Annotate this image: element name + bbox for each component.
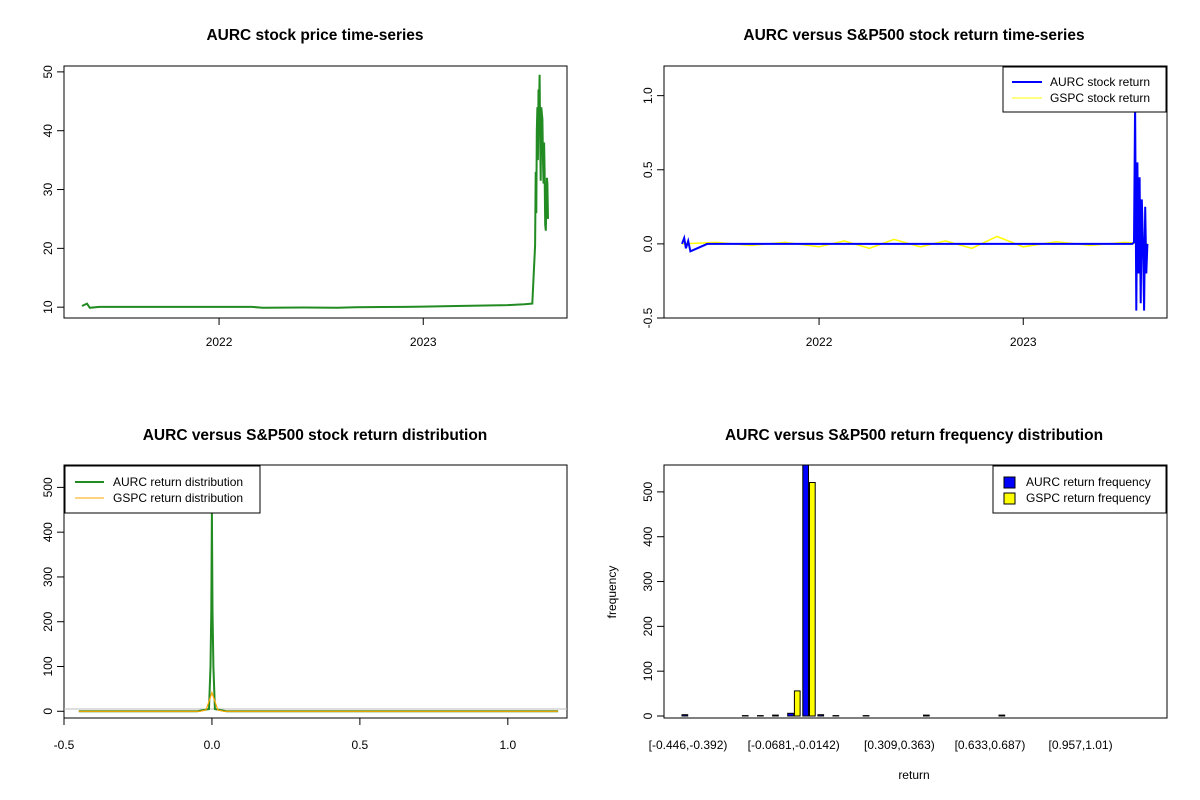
x-axis-label: return — [898, 768, 929, 782]
y-tick-label: -0.5 — [641, 307, 655, 328]
aurc-frequency-bar — [802, 464, 809, 717]
y-tick-label: 500 — [41, 477, 55, 497]
y-axis-label: frequency — [605, 566, 619, 619]
legend-label: AURC return frequency — [1026, 475, 1151, 489]
y-axis: 10 20 30 40 50 — [41, 65, 64, 314]
y-tick-label: 20 — [41, 241, 55, 255]
bar-marks — [681, 464, 1006, 717]
price-marks — [81, 74, 549, 309]
y-tick-label: 30 — [41, 183, 55, 197]
return-timeseries-chart: AURC versus S&P500 stock return time-ser… — [641, 27, 1168, 349]
y-tick-label: 100 — [41, 656, 55, 676]
x-tick-label: [-0.446,-0.392) — [649, 738, 728, 752]
return-distribution-chart: AURC versus S&P500 stock return distribu… — [41, 427, 568, 752]
plot-frame — [663, 65, 1168, 319]
aurc-frequency-bar — [998, 714, 1006, 717]
legend-box — [1002, 66, 1167, 113]
x-tick-label: 2023 — [1010, 335, 1037, 349]
gspc-frequency-bar — [793, 690, 801, 717]
x-tick-label: 2022 — [206, 335, 233, 349]
gspc-frequency-bar — [809, 482, 816, 717]
y-tick-label: 1.0 — [641, 87, 655, 104]
legend-label: AURC return distribution — [113, 475, 243, 489]
y-tick-label: 0 — [41, 708, 55, 715]
y-tick-label: 200 — [41, 611, 55, 631]
y-tick-label: 400 — [641, 526, 655, 546]
return-marks — [681, 103, 1149, 311]
legend-label: GSPC return frequency — [1026, 491, 1151, 505]
x-tick-label: 0.0 — [204, 738, 221, 752]
gspc-return-line — [681, 235, 1148, 250]
y-tick-label: 0.0 — [641, 235, 655, 252]
legend-box — [992, 465, 1167, 514]
y-tick-label: 200 — [641, 616, 655, 636]
y-tick-label: 300 — [41, 567, 55, 587]
legend-label: GSPC return distribution — [113, 491, 243, 505]
x-axis: 2022 2023 — [806, 318, 1037, 349]
chart-title: AURC versus S&P500 stock return time-ser… — [743, 27, 1084, 44]
y-tick-label: 0.5 — [641, 161, 655, 178]
x-tick-label: 2023 — [410, 335, 437, 349]
y-tick-label: 50 — [41, 65, 55, 79]
legend-box — [64, 465, 261, 514]
aurc-frequency-bar — [681, 714, 689, 717]
x-tick-label: [0.309,0.363) — [864, 738, 935, 752]
legend: AURC return distribution GSPC return dis… — [64, 465, 261, 514]
x-tick-label: [0.633,0.687) — [955, 738, 1026, 752]
x-tick-label: [-0.0681,-0.0142) — [748, 738, 840, 752]
density-marks — [78, 511, 559, 713]
return-frequency-chart: AURC versus S&P500 return frequency dist… — [605, 427, 1168, 782]
legend-label: GSPC stock return — [1050, 91, 1150, 105]
aurc-density-line — [78, 511, 559, 713]
x-axis: 2022 2023 — [206, 318, 437, 349]
y-tick-label: 300 — [641, 571, 655, 591]
price-chart: AURC stock price time-series 1020304050 … — [41, 27, 568, 349]
aurc-frequency-bar — [817, 714, 825, 717]
legend: AURC stock return GSPC stock return — [1002, 66, 1167, 113]
y-tick-label: 10 — [41, 300, 55, 314]
chart-title: AURC versus S&P500 stock return distribu… — [143, 427, 488, 444]
y-axis: 0 100 200 300 400 500 — [641, 482, 664, 719]
price-line — [81, 74, 549, 309]
plot-frame — [63, 464, 568, 719]
plot-frame — [663, 464, 1168, 719]
legend-swatch — [1003, 492, 1016, 505]
x-tick-label: [0.957,1.01) — [1049, 738, 1113, 752]
legend: AURC return frequency GSPC return freque… — [992, 465, 1167, 514]
plot-frame — [63, 65, 568, 319]
x-tick-label: 1.0 — [499, 738, 516, 752]
chart-title: AURC stock price time-series — [206, 27, 423, 44]
gspc-density-line — [78, 690, 559, 712]
y-axis: 0 100 200 300 400 500 — [41, 477, 64, 715]
y-tick-label: 0 — [641, 712, 655, 719]
x-axis: -0.5 0.0 0.5 1.0 — [54, 718, 516, 752]
y-axis: -0.5 0.0 0.5 1.0 — [641, 87, 664, 328]
y-tick-label: 40 — [41, 124, 55, 138]
chart-title: AURC versus S&P500 return frequency dist… — [725, 427, 1103, 444]
y-tick-label: 500 — [641, 482, 655, 502]
y-tick-label: 100 — [641, 661, 655, 681]
y-tick-label: 400 — [41, 522, 55, 542]
x-tick-label: 0.5 — [352, 738, 369, 752]
aurc-return-line — [681, 103, 1149, 311]
x-tick-label: -0.5 — [54, 738, 75, 752]
aurc-frequency-bar — [787, 712, 794, 717]
x-tick-label: 2022 — [806, 335, 833, 349]
legend-swatch — [1003, 476, 1016, 489]
x-axis: [-0.446,-0.392) [-0.0681,-0.0142) [0.309,0… — [649, 738, 1113, 752]
aurc-frequency-bar — [772, 714, 779, 717]
aurc-frequency-bar — [923, 714, 930, 717]
legend-label: AURC stock return — [1050, 75, 1150, 89]
